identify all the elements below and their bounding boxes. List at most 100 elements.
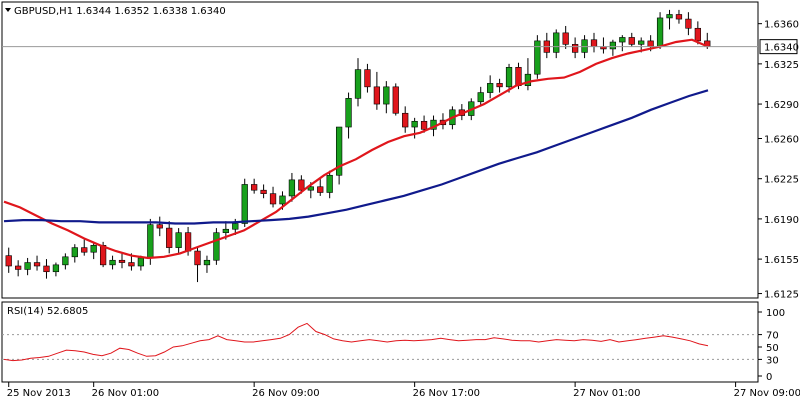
candle-body [288,179,296,197]
candle-body [241,184,248,224]
price-tick-label: 1.6260 [764,135,799,146]
candle-body [609,41,617,50]
candle [335,126,343,185]
candle [269,186,277,208]
candle-body [147,224,154,259]
candle [524,58,532,91]
candle [81,239,88,256]
candle-body [43,265,50,273]
candle-body [628,37,635,45]
candle [571,37,579,59]
rsi-panel-frame [1,301,759,383]
candle-body [298,179,305,191]
rsi-tick-label: 100 [766,308,785,319]
candle-body [260,189,267,194]
candle-body [33,262,41,267]
x-tick-label: 26 Nov 09:00 [252,388,319,399]
candle-body [675,14,683,20]
x-tick-label: 26 Nov 17:00 [413,388,480,399]
candle-body [345,98,352,128]
candle-body [194,250,201,266]
candle [487,75,494,99]
candle [15,260,22,277]
candle [694,21,701,45]
rsi-tick-label: 30 [766,355,779,366]
candle-body [137,257,145,267]
candle [345,92,352,139]
candle-body [581,39,588,53]
candle [175,228,182,254]
candle [33,255,41,271]
x-tick-label: 27 Nov 09:00 [734,388,800,399]
candle [675,9,683,24]
candle-body [638,40,645,45]
price-tick-label: 1.6290 [764,100,799,111]
candle-body [279,195,286,205]
candle-body [694,27,701,42]
candle-body [213,232,220,261]
price-panel-frame [1,1,759,299]
current-price-label: 1.6340 [764,43,799,54]
ma-fast-line [3,38,709,260]
price-tick-label: 1.6225 [764,175,799,186]
candle-body [487,83,494,93]
candle-body [15,265,22,270]
menu-triangle-icon[interactable] [5,8,11,12]
candle-body [251,184,258,191]
candle [241,178,248,227]
candle-body [534,40,541,75]
candle [496,78,503,93]
candle [90,241,97,260]
candle-body [571,44,579,53]
candle [203,255,211,273]
candle [364,63,371,93]
candle-body [685,18,692,29]
price-tick-label: 1.6325 [764,60,799,71]
candle-body [24,262,31,270]
candle [24,257,31,276]
ohlc-header: GBPUSD,H1 1.6344 1.6352 1.6338 1.6340 [14,6,226,17]
x-tick-label: 27 Nov 01:00 [573,388,640,399]
candle-body [175,232,182,248]
candle [43,259,50,279]
current-price-box [759,39,798,55]
candle [251,178,258,194]
candle-body [269,193,277,205]
candle-body [232,223,239,230]
candle [288,172,296,202]
candle-body [364,69,371,88]
candle-body [109,259,116,266]
candle-body [203,259,211,266]
price-tick-label: 1.6190 [764,215,799,226]
candle [505,63,513,93]
candle-body [156,224,163,229]
candle [402,106,409,133]
candle-body [52,264,60,273]
candle [166,221,173,254]
candle [71,244,78,263]
candle-body [392,86,399,114]
candle-body [562,32,569,45]
candle-body [505,67,513,88]
candle-body [656,17,664,47]
rsi-title: RSI(14) 52.6805 [7,306,88,317]
candle [619,35,626,52]
candle-body [666,14,673,19]
candle-body [515,67,522,86]
candle [373,71,381,110]
candle [326,170,333,199]
candle [194,247,201,283]
candle [609,39,617,56]
candle-body [402,112,409,128]
candle [411,117,418,139]
candle-body [496,83,503,88]
candle-body [477,92,484,103]
x-tick-label: 25 Nov 2013 [7,388,71,399]
candle-body [590,39,598,47]
candle-body [411,120,418,128]
candle-body [5,255,12,267]
rsi-line [3,322,709,362]
candle-body [354,69,362,99]
price-tick-label: 1.6155 [764,255,799,266]
